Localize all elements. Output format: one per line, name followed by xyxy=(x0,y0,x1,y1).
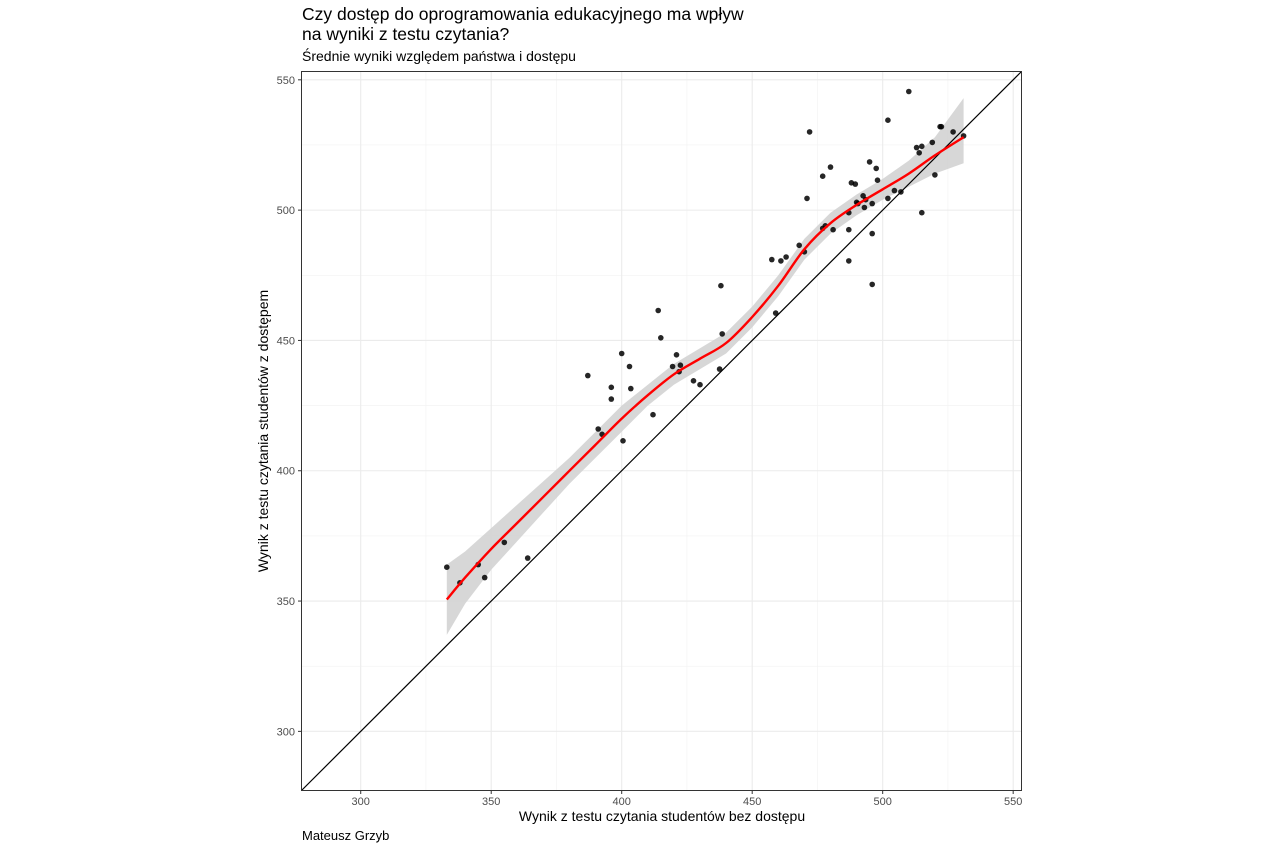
data-point xyxy=(677,362,684,369)
data-point xyxy=(804,195,810,202)
data-point xyxy=(608,396,615,402)
y-tick-label: 400 xyxy=(277,466,295,478)
data-point xyxy=(869,230,875,237)
data-point xyxy=(772,310,779,316)
x-tick-label: 300 xyxy=(352,796,370,808)
x-axis-label: Wynik z testu czytania studentów bez dos… xyxy=(519,808,805,824)
data-point xyxy=(906,88,912,95)
data-point xyxy=(673,352,680,358)
data-point xyxy=(719,331,725,337)
x-tick-label: 400 xyxy=(613,796,631,808)
data-point xyxy=(919,143,925,150)
data-point xyxy=(830,226,836,233)
trend-line xyxy=(445,136,965,601)
data-point xyxy=(846,226,852,233)
data-point xyxy=(608,384,615,391)
axis-ticks: 300 350 400 450 500 550 300 350 400 450 500 550 xyxy=(277,75,1023,808)
data-point xyxy=(891,187,898,194)
data-point xyxy=(690,378,697,384)
data-point xyxy=(898,189,904,195)
data-point xyxy=(628,385,634,392)
x-tick-label: 450 xyxy=(743,796,761,808)
panel-border xyxy=(301,71,1022,791)
x-tick-label: 350 xyxy=(482,796,500,808)
y-axis-label: Wynik z testu czytania studentów z dostę… xyxy=(255,290,271,572)
confidence-band xyxy=(446,98,964,635)
data-point xyxy=(919,209,925,216)
data-point xyxy=(595,426,601,432)
x-tick-label: 500 xyxy=(874,796,892,808)
data-point xyxy=(585,372,591,379)
data-point xyxy=(658,335,664,341)
x-tick-label: 550 xyxy=(1004,796,1022,808)
points xyxy=(444,88,967,586)
data-point xyxy=(697,381,703,388)
data-point xyxy=(716,366,723,372)
identity-line xyxy=(301,71,1022,791)
data-point xyxy=(626,363,633,370)
chart-title: Czy dostęp do oprogramowania edukacyjneg… xyxy=(302,4,744,44)
data-point xyxy=(874,177,881,183)
data-point xyxy=(861,204,868,211)
data-point xyxy=(620,438,626,444)
loess-trend-line xyxy=(445,136,965,601)
trend-confidence-band xyxy=(446,98,964,635)
data-point xyxy=(913,144,920,151)
data-point xyxy=(618,350,625,357)
data-point xyxy=(885,195,891,202)
y-tick-label: 450 xyxy=(277,335,295,347)
data-point xyxy=(796,242,802,249)
data-point xyxy=(819,173,826,179)
data-point xyxy=(650,411,656,418)
data-point xyxy=(655,307,661,314)
data-point xyxy=(885,117,891,123)
data-point xyxy=(916,150,922,156)
y-tick-label: 550 xyxy=(277,75,295,87)
data-point xyxy=(929,139,936,146)
data-point xyxy=(846,258,852,264)
data-point xyxy=(852,181,859,187)
data-point xyxy=(778,258,784,264)
data-point xyxy=(869,281,875,288)
data-point xyxy=(866,159,873,165)
data-point xyxy=(869,200,875,207)
y-tick-label: 500 xyxy=(277,205,295,217)
chart-caption: Mateusz Grzyb xyxy=(302,828,390,843)
data-point xyxy=(932,172,938,178)
data-point xyxy=(950,129,956,135)
data-point xyxy=(444,564,450,570)
reference-line xyxy=(301,71,1022,791)
y-tick-label: 300 xyxy=(277,726,295,738)
chart-subtitle: Średnie wyniki względem państwa i dostęp… xyxy=(302,48,576,64)
data-point xyxy=(481,574,488,581)
data-point xyxy=(938,123,945,130)
data-point xyxy=(501,539,508,546)
data-point xyxy=(769,256,775,263)
data-point xyxy=(827,164,834,170)
y-tick-label: 350 xyxy=(277,596,295,608)
data-point xyxy=(524,555,531,561)
data-point xyxy=(806,129,813,135)
data-point xyxy=(783,254,789,260)
data-point xyxy=(873,165,879,172)
data-point xyxy=(718,282,724,289)
data-point xyxy=(669,363,676,370)
